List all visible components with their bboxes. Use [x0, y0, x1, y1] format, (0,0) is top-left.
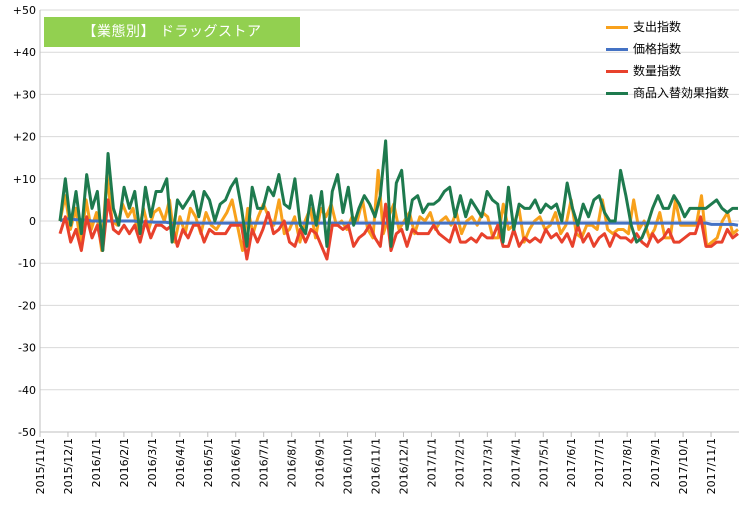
x-tick-label: 2017/6/1: [565, 438, 578, 487]
legend-swatch-expenditure: [606, 26, 628, 29]
x-tick-label: 2016/7/1: [258, 438, 271, 487]
x-tick-label: 2017/11/1: [705, 438, 718, 494]
x-tick-label: 2017/9/1: [649, 438, 662, 487]
legend-swatch-quantity: [606, 70, 628, 73]
y-tick-label: -40: [18, 384, 36, 397]
x-tick-label: 2017/10/1: [677, 438, 690, 494]
y-tick-label: -20: [18, 299, 36, 312]
series-line-price: [59, 217, 739, 227]
legend-label-quantity: 数量指数: [633, 64, 682, 78]
legend-label-replacement: 商品入替効果指数: [633, 86, 730, 100]
legend-item-replacement: 商品入替効果指数: [606, 83, 742, 105]
series-line-replacement: [58, 139, 738, 253]
x-tick-label: 2016/2/1: [118, 438, 131, 487]
legend-item-expenditure: 支出指数: [606, 17, 742, 39]
y-tick-label: +40: [13, 46, 36, 59]
y-tick-label: +10: [13, 173, 36, 186]
x-tick-label: 2016/6/1: [230, 438, 243, 487]
x-tick-label: 2016/10/1: [342, 438, 355, 494]
x-tick-label: 2017/3/1: [481, 438, 494, 487]
legend-swatch-price: [606, 48, 628, 51]
chart-title-box: 【業態別】 ドラッグストア: [44, 17, 300, 47]
x-tick-label: 2016/8/1: [286, 438, 299, 487]
y-tick-label: +50: [13, 4, 36, 17]
y-tick-label: +30: [13, 88, 36, 101]
x-tick-label: 2017/8/1: [621, 438, 634, 487]
legend-item-price: 価格指数: [606, 39, 742, 61]
legend-item-quantity: 数量指数: [606, 61, 742, 83]
chart-title: 【業態別】 ドラッグストア: [82, 24, 262, 40]
x-tick-label: 2016/4/1: [174, 438, 187, 487]
y-tick-label: 0: [29, 215, 36, 228]
x-tick-label: 2017/7/1: [593, 438, 606, 487]
x-tick-label: 2017/1/1: [425, 438, 438, 487]
x-tick-label: 2017/2/1: [453, 438, 466, 487]
y-tick-label: -10: [18, 257, 36, 270]
y-tick-label: -30: [18, 342, 36, 355]
x-tick-label: 2016/11/1: [370, 438, 383, 494]
legend: 支出指数 価格指数 数量指数 商品入替効果指数: [606, 17, 742, 105]
x-tick-label: 2016/1/1: [90, 438, 103, 487]
x-tick-label: 2017/5/1: [537, 438, 550, 487]
x-tick-label: 2016/9/1: [314, 438, 327, 487]
x-tick-label: 2017/4/1: [509, 438, 522, 487]
y-tick-label: -50: [18, 426, 36, 439]
x-tick-label: 2015/11/1: [34, 438, 47, 494]
x-tick-label: 2016/3/1: [146, 438, 159, 487]
x-tick-label: 2016/12/1: [397, 438, 410, 494]
legend-label-price: 価格指数: [633, 42, 682, 56]
legend-label-expenditure: 支出指数: [633, 20, 682, 34]
x-tick-label: 2016/5/1: [202, 438, 215, 487]
y-tick-label: +20: [13, 131, 36, 144]
legend-swatch-replacement: [606, 92, 628, 95]
x-tick-label: 2015/12/1: [62, 438, 75, 494]
